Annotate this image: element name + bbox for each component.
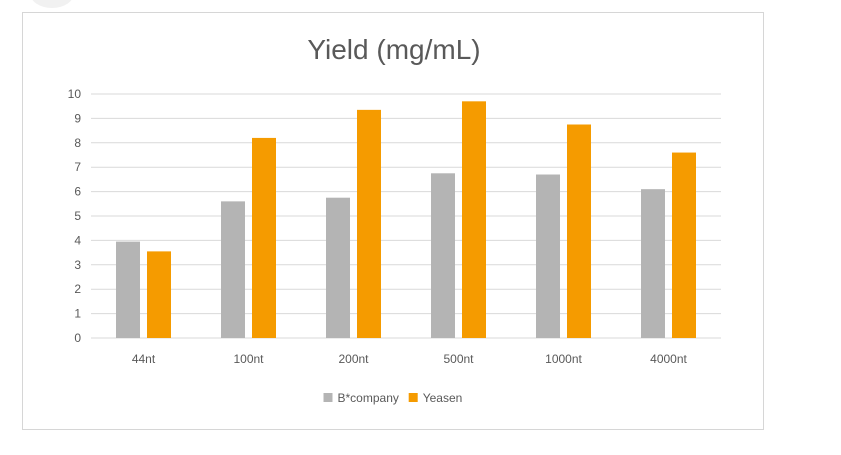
- bar-yeasen-200nt: [357, 109, 381, 338]
- bar-yeasen-500nt: [462, 101, 486, 338]
- y-tick-label: 4: [74, 233, 81, 247]
- x-category-label: 1000nt: [545, 352, 582, 366]
- yield-bar-chart: Yield (mg/mL) 0 1 2 3 4 5 6 7 8 9 10 44nt 100nt 200nt…: [68, 34, 721, 405]
- x-category-label: 44nt: [132, 352, 156, 366]
- bar-yeasen-4000nt: [672, 152, 696, 338]
- y-tick-label: 6: [74, 185, 81, 199]
- bar-yeasen-1000nt: [567, 124, 591, 338]
- chart-container: Yield (mg/mL) 0 1 2 3 4 5 6 7 8 9 10 44nt 100nt 200nt…: [22, 12, 764, 430]
- bar-b-company-500nt: [431, 173, 455, 338]
- y-tick-label: 8: [74, 136, 81, 150]
- legend-label: Yeasen: [423, 391, 463, 405]
- bar-yeasen-44nt: [147, 251, 171, 338]
- legend-swatch: [323, 393, 333, 402]
- chart-title: Yield (mg/mL): [307, 34, 480, 65]
- x-category-label: 500nt: [443, 352, 474, 366]
- bar-b-company-100nt: [221, 201, 245, 338]
- x-category-label: 4000nt: [650, 352, 687, 366]
- y-tick-label: 7: [74, 160, 81, 174]
- legend-label: B*company: [338, 391, 399, 405]
- bar-b-company-200nt: [326, 197, 350, 338]
- legend-swatch: [408, 393, 418, 402]
- y-tick-label: 3: [74, 258, 81, 272]
- y-tick-label: 10: [68, 87, 82, 101]
- y-tick-label: 0: [74, 331, 81, 345]
- bar-b-company-4000nt: [641, 189, 665, 338]
- partial-circle-decoration: [30, 0, 74, 8]
- x-category-label: 200nt: [338, 352, 369, 366]
- bar-yeasen-100nt: [252, 137, 276, 338]
- y-tick-label: 9: [74, 111, 81, 125]
- x-category-label: 100nt: [233, 352, 264, 366]
- bar-b-company-1000nt: [536, 174, 560, 338]
- y-tick-label: 5: [74, 209, 81, 223]
- bar-b-company-44nt: [116, 241, 140, 338]
- y-tick-label: 1: [74, 307, 81, 321]
- y-tick-label: 2: [74, 282, 81, 296]
